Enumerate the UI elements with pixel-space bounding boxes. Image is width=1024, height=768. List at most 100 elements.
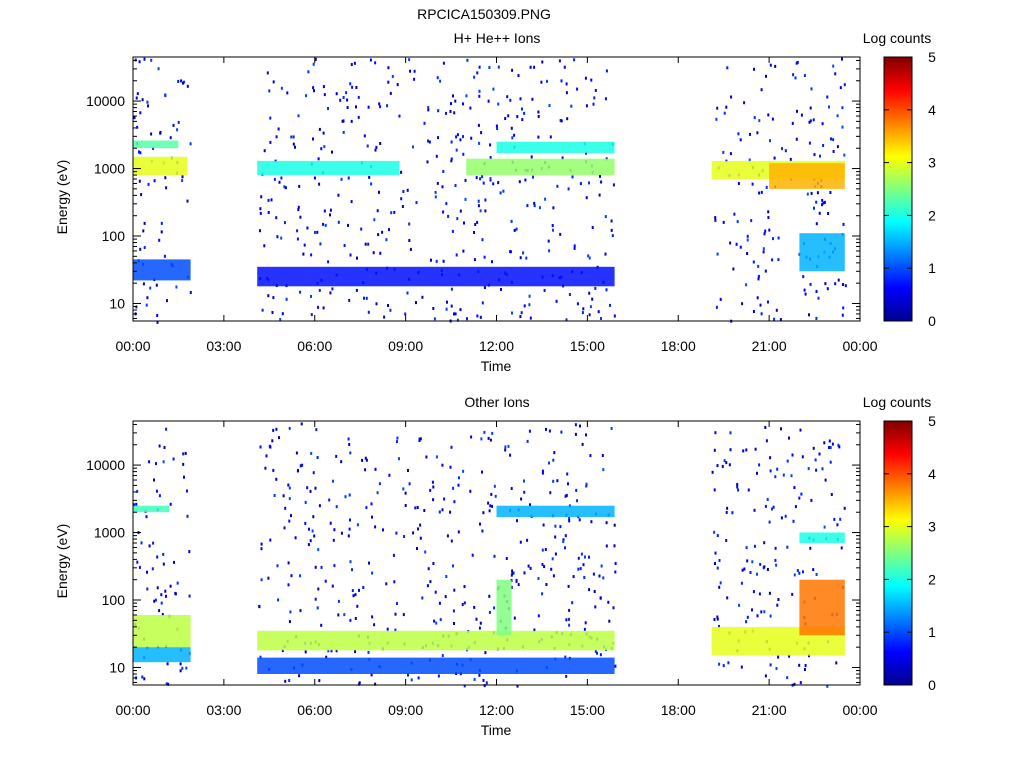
count-cell — [432, 562, 435, 565]
count-cell — [350, 119, 353, 123]
count-cell — [277, 127, 280, 131]
count-cell — [463, 585, 466, 589]
count-cell — [269, 445, 272, 449]
count-cell — [387, 66, 390, 70]
count-cell — [450, 140, 453, 144]
count-cell — [437, 109, 440, 113]
count-cell — [182, 81, 184, 85]
count-cell — [509, 98, 512, 102]
count-cell — [580, 552, 583, 556]
count-cell — [585, 482, 588, 486]
count-cell — [510, 585, 513, 589]
count-cell — [568, 617, 570, 621]
count-cell — [816, 191, 819, 195]
count-cell — [572, 575, 575, 579]
count-cell — [372, 251, 375, 255]
count-cell — [164, 589, 167, 593]
count-cell — [352, 594, 355, 598]
count-cell — [769, 63, 772, 67]
count-cell — [505, 557, 508, 560]
count-cell — [801, 455, 804, 459]
count-cell — [564, 655, 567, 659]
count-cell — [767, 300, 769, 304]
count-cell — [614, 562, 617, 565]
energy-band — [466, 158, 615, 176]
count-cell — [442, 61, 445, 65]
count-cell — [329, 213, 331, 217]
count-cell — [363, 296, 365, 300]
count-cell — [396, 83, 399, 87]
count-cell — [304, 501, 307, 504]
count-cell — [836, 114, 839, 118]
count-cell — [335, 505, 338, 509]
count-cell — [540, 80, 543, 84]
count-cell — [165, 427, 168, 431]
count-cell — [729, 152, 732, 156]
count-cell — [489, 156, 492, 159]
count-cell — [752, 590, 755, 594]
energy-band — [133, 259, 191, 281]
count-cell — [599, 596, 602, 600]
count-cell — [351, 589, 354, 593]
count-cell — [167, 682, 170, 686]
count-cell — [442, 259, 445, 263]
y-tick-label: 1000 — [94, 525, 125, 541]
count-cell — [488, 610, 491, 614]
count-cell — [466, 317, 468, 321]
count-cell — [436, 181, 439, 185]
count-cell — [481, 301, 484, 305]
count-cell — [379, 251, 382, 255]
count-cell — [564, 546, 566, 550]
count-cell — [537, 110, 540, 114]
count-cell — [510, 219, 513, 223]
count-cell — [322, 85, 325, 89]
count-cell — [404, 504, 407, 507]
count-cell — [134, 58, 137, 62]
count-cell — [835, 661, 838, 665]
count-cell — [267, 294, 270, 298]
count-cell — [599, 174, 601, 178]
count-cell — [348, 493, 351, 497]
count-cell — [842, 306, 845, 310]
count-cell — [605, 544, 608, 548]
count-cell — [584, 621, 587, 625]
count-cell — [183, 475, 185, 479]
count-cell — [337, 599, 340, 603]
count-cell — [488, 66, 491, 69]
count-cell — [812, 118, 815, 122]
count-cell — [169, 584, 172, 588]
count-cell — [769, 139, 771, 143]
count-cell — [554, 552, 557, 556]
count-cell — [163, 446, 166, 449]
count-cell — [491, 504, 494, 508]
count-cell — [504, 448, 507, 452]
count-cell — [259, 229, 261, 233]
count-cell — [804, 292, 807, 296]
count-cell — [516, 115, 519, 119]
count-cell — [139, 111, 142, 115]
count-cell — [186, 84, 189, 88]
count-cell — [538, 206, 541, 210]
count-cell — [415, 201, 418, 205]
count-cell — [364, 468, 367, 472]
count-cell — [407, 469, 409, 472]
count-cell — [762, 247, 765, 251]
count-cell — [369, 58, 372, 62]
count-cell — [752, 260, 755, 264]
count-cell — [138, 60, 141, 64]
count-cell — [318, 679, 321, 683]
count-cell — [834, 282, 837, 286]
count-cell — [736, 485, 739, 489]
count-cell — [504, 117, 507, 120]
count-cell — [453, 111, 456, 115]
colorbar — [883, 56, 913, 322]
count-cell — [726, 506, 729, 510]
count-cell — [839, 517, 842, 521]
count-cell — [320, 623, 323, 627]
count-cell — [489, 143, 492, 147]
count-cell — [427, 108, 430, 112]
count-cell — [357, 95, 360, 99]
count-cell — [464, 178, 467, 182]
count-cell — [790, 474, 793, 478]
count-cell — [510, 126, 513, 130]
